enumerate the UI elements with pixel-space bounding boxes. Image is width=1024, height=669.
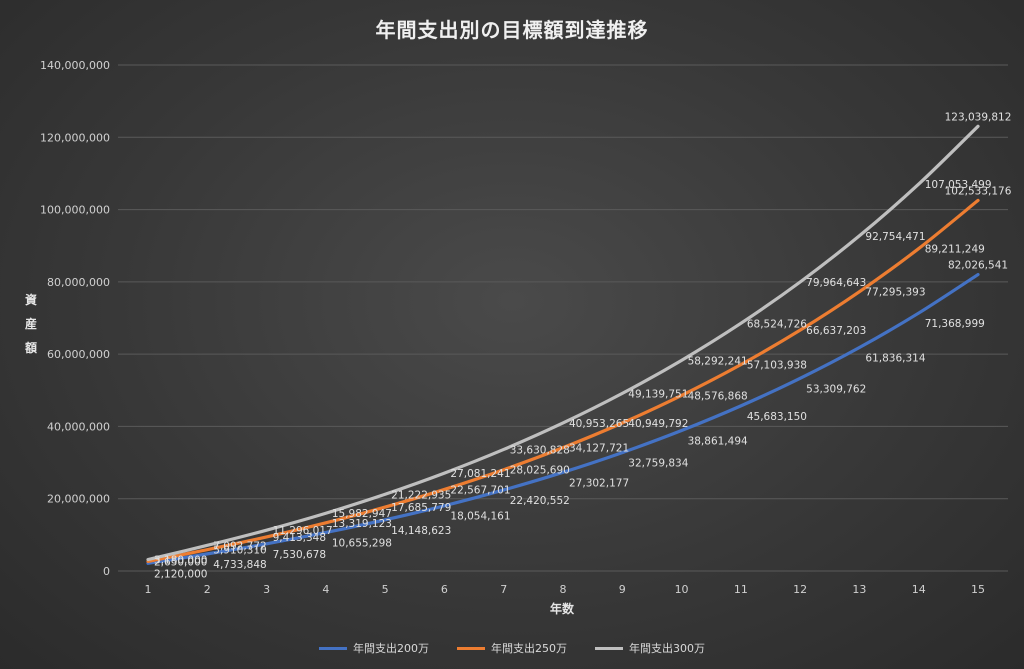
- data-label: 71,368,999: [925, 318, 985, 330]
- legend-swatch: [457, 646, 485, 650]
- data-label: 48,576,868: [688, 390, 748, 402]
- y-tick-label: 0: [103, 565, 110, 578]
- y-tick-label: 100,000,000: [40, 204, 110, 217]
- data-label: 82,026,541: [948, 260, 1008, 272]
- data-label: 102,533,176: [945, 185, 1012, 197]
- data-label: 49,139,751: [628, 388, 688, 400]
- x-axis-label: 年数: [549, 602, 574, 616]
- data-label: 7,530,678: [273, 549, 326, 561]
- data-label: 27,081,241: [450, 468, 510, 480]
- y-tick-label: 60,000,000: [47, 348, 110, 361]
- data-label: 10,655,298: [332, 537, 392, 549]
- data-label: 4,733,848: [213, 559, 266, 571]
- data-label: 13,319,123: [332, 518, 392, 530]
- data-label: 66,637,203: [806, 325, 866, 337]
- data-label: 107,053,499: [925, 179, 992, 191]
- y-axis-label-char: 額: [24, 341, 37, 355]
- x-tick-label: 8: [560, 583, 567, 596]
- legend-item: 年間支出250万: [457, 640, 567, 656]
- data-label: 123,039,812: [945, 111, 1012, 123]
- data-label: 32,759,834: [628, 458, 688, 470]
- data-label: 17,685,779: [391, 502, 451, 514]
- data-label: 40,953,265: [569, 418, 629, 430]
- x-axis-ticks: 1 2 3 4 5 6 7 8 9 10 11 12 13 14 15: [145, 583, 986, 596]
- data-label: 58,292,241: [688, 355, 748, 367]
- y-tick-label: 40,000,000: [47, 420, 110, 433]
- data-label: 14,148,623: [391, 525, 451, 537]
- legend-label: 年間支出200万: [353, 642, 429, 655]
- data-label: 34,127,721: [569, 443, 629, 455]
- series-lines: [146, 124, 980, 565]
- data-label: 27,302,177: [569, 477, 629, 489]
- series-line-1: [146, 272, 980, 565]
- data-label: 18,054,161: [450, 511, 510, 523]
- chart-title: 年間支出別の目標額到達推移: [375, 18, 649, 42]
- data-label: 68,524,726: [747, 318, 807, 330]
- data-label: 3,180,000: [154, 555, 207, 567]
- data-label: 22,420,552: [510, 495, 570, 507]
- data-labels: 2,120,000 4,733,848 7,530,678 10,655,29814,…: [154, 111, 1012, 580]
- data-label: 77,295,393: [865, 287, 925, 299]
- data-label: 89,211,249: [925, 244, 985, 256]
- data-label: 21,222,935: [391, 489, 451, 501]
- series-line-2: [146, 198, 980, 564]
- legend-item: 年間支出300万: [595, 640, 705, 656]
- x-tick-label: 13: [852, 583, 866, 596]
- data-label: 2,650,000: [154, 556, 207, 568]
- data-label: 28,025,690: [510, 465, 570, 477]
- x-tick-label: 5: [382, 583, 389, 596]
- y-tick-label: 120,000,000: [40, 131, 110, 144]
- legend-label: 年間支出250万: [491, 642, 567, 655]
- data-label: 15,982,947: [332, 508, 392, 520]
- data-label: 7,092,772: [213, 540, 266, 552]
- data-label: 61,836,314: [865, 353, 925, 365]
- grid-lines: [118, 64, 1008, 572]
- x-tick-label: 7: [500, 583, 507, 596]
- x-tick-label: 14: [912, 583, 926, 596]
- y-axis-label: 資産額: [20, 288, 42, 360]
- legend-item: 年間支出200万: [319, 640, 429, 656]
- legend: 年間支出200万 年間支出250万 年間支出300万: [0, 640, 1024, 656]
- x-tick-label: 4: [322, 583, 329, 596]
- data-label: 33,630,828: [510, 444, 570, 456]
- x-tick-label: 10: [675, 583, 689, 596]
- y-tick-label: 20,000,000: [47, 493, 110, 506]
- data-label: 57,103,938: [747, 360, 807, 372]
- x-tick-label: 12: [793, 583, 807, 596]
- y-tick-label: 80,000,000: [47, 276, 110, 289]
- x-tick-label: 15: [971, 583, 985, 596]
- x-tick-label: 3: [263, 583, 270, 596]
- data-label: 53,309,762: [806, 383, 866, 395]
- data-label: 92,754,471: [865, 231, 925, 243]
- data-label: 5,910,310: [213, 545, 266, 557]
- legend-swatch: [595, 646, 623, 650]
- data-label: 22,567,701: [450, 484, 510, 496]
- series-line-3: [146, 124, 980, 562]
- data-label: 9,413,348: [273, 532, 326, 544]
- data-label: 40,949,792: [628, 418, 688, 430]
- y-axis-label-char: 資: [24, 293, 37, 307]
- data-label: 45,683,150: [747, 411, 807, 423]
- x-tick-label: 1: [145, 583, 152, 596]
- y-axis-label-char: 産: [24, 317, 37, 331]
- data-label: 11,296,017: [273, 525, 333, 537]
- data-label: 2,120,000: [154, 568, 207, 580]
- legend-swatch: [319, 646, 347, 650]
- data-label: 79,964,643: [806, 277, 866, 289]
- data-label: 38,861,494: [688, 436, 748, 448]
- x-tick-label: 6: [441, 583, 448, 596]
- legend-label: 年間支出300万: [629, 642, 705, 655]
- y-tick-label: 140,000,000: [40, 59, 110, 72]
- x-tick-label: 2: [204, 583, 211, 596]
- y-axis-ticks: 0 20,000,000 40,000,000 60,000,000 80,000,00…: [40, 59, 110, 578]
- x-tick-label: 9: [619, 583, 626, 596]
- x-tick-label: 11: [734, 583, 748, 596]
